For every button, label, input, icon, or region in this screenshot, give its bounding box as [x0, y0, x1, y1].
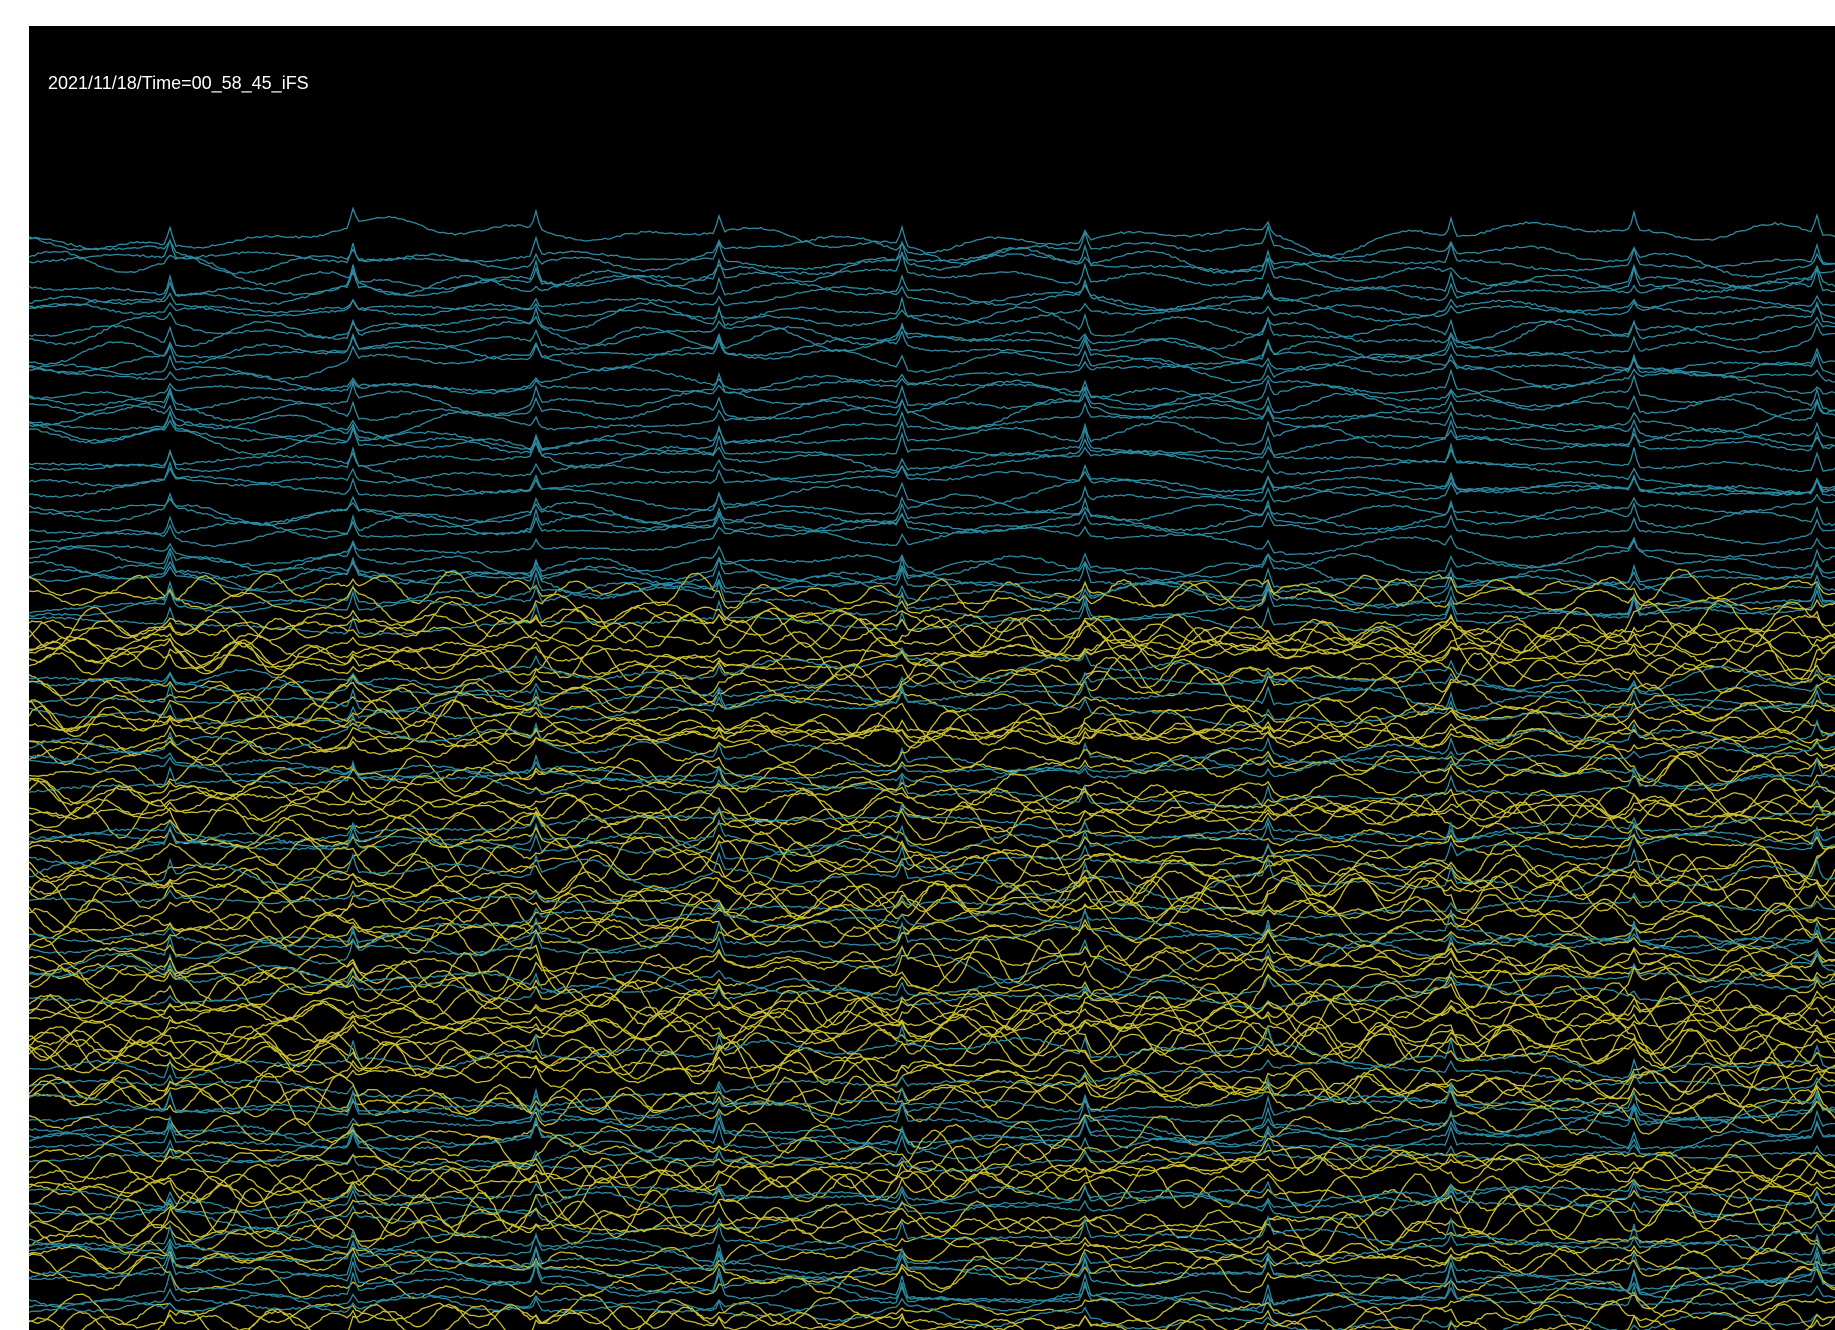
- viewer: 2021/11/18/Time=00_58_45_iFS: [0, 0, 1835, 1330]
- page: 2021/11/18/Time=00_58_45_iFS (() => { co…: [0, 0, 1835, 1330]
- trace-panel: [29, 26, 1835, 1330]
- timestamp-label: 2021/11/18/Time=00_58_45_iFS: [48, 73, 309, 94]
